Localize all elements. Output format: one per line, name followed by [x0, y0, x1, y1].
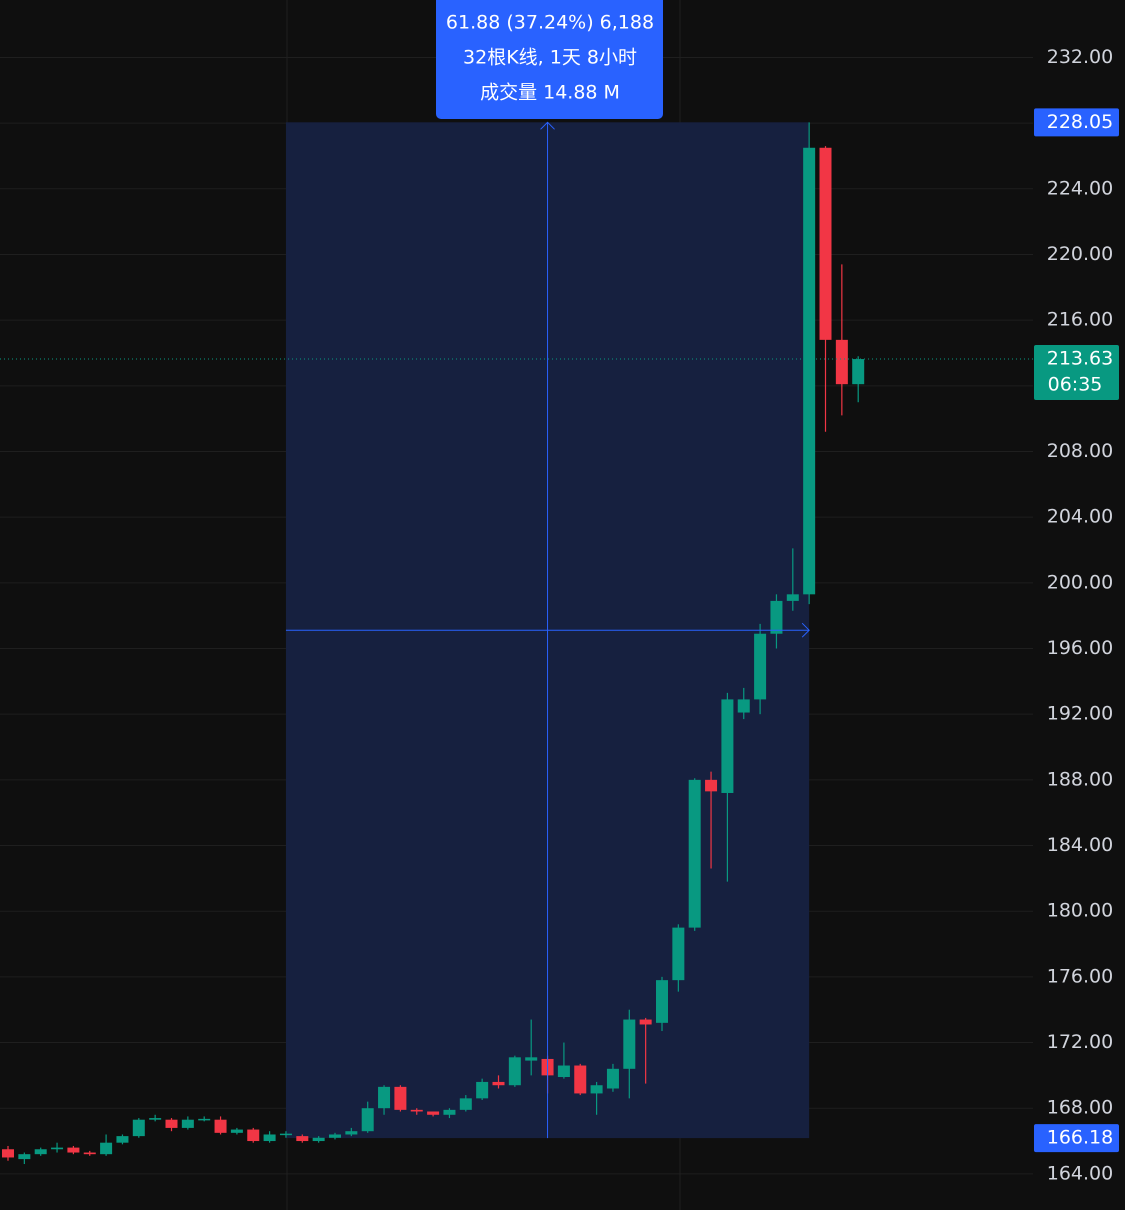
body [623, 1019, 636, 1069]
y-tick-label: 180.00 [1047, 900, 1113, 922]
body [835, 339, 848, 385]
body [378, 1086, 391, 1109]
body [606, 1068, 619, 1089]
y-tick-label: 224.00 [1047, 177, 1113, 199]
body [688, 779, 701, 928]
price-axis [1033, 0, 1125, 1210]
y-tick-label: 168.00 [1047, 1097, 1113, 1119]
y-tick-label: 176.00 [1047, 965, 1113, 987]
body [116, 1136, 129, 1143]
y-tick-label: 192.00 [1047, 703, 1113, 725]
y-tick-label: 164.00 [1047, 1162, 1113, 1184]
body [263, 1134, 276, 1142]
countdown: 06:35 [1048, 374, 1103, 396]
price-tag-label: 228.05 [1047, 111, 1113, 133]
body [492, 1081, 505, 1086]
body [508, 1057, 521, 1086]
y-tick-label: 200.00 [1047, 571, 1113, 593]
body [312, 1137, 325, 1142]
body [181, 1119, 194, 1128]
price-tag [1034, 108, 1119, 137]
price-tag-label: 213.63 [1047, 348, 1113, 370]
measure-text: 61.88 (37.24%) 6,188 [446, 12, 654, 34]
body [672, 927, 685, 981]
body [34, 1149, 47, 1155]
body [427, 1111, 440, 1115]
y-tick-label: 188.00 [1047, 768, 1113, 790]
body [705, 779, 718, 792]
body [230, 1129, 243, 1133]
body [819, 147, 832, 340]
body [590, 1085, 603, 1094]
y-tick-label: 216.00 [1047, 309, 1113, 331]
body [394, 1086, 407, 1110]
price-tag [1034, 345, 1119, 401]
measure-text: 成交量 14.88 M [480, 82, 620, 104]
body [149, 1118, 162, 1120]
body [214, 1119, 227, 1133]
body [345, 1131, 358, 1135]
y-tick-label: 204.00 [1047, 506, 1113, 528]
body [67, 1147, 80, 1153]
body [410, 1109, 423, 1112]
body [18, 1154, 31, 1160]
measure-v-head [540, 121, 555, 130]
body [803, 147, 816, 595]
measure-tooltip [436, 0, 663, 119]
body [525, 1057, 538, 1061]
body [754, 633, 767, 700]
body [443, 1109, 456, 1115]
body [656, 980, 668, 1023]
body [83, 1152, 96, 1155]
body [247, 1129, 260, 1142]
body [198, 1118, 211, 1121]
body [165, 1119, 178, 1128]
body [361, 1108, 374, 1132]
body [100, 1142, 113, 1155]
body [279, 1133, 292, 1136]
y-tick-label: 184.00 [1047, 834, 1113, 856]
body [737, 699, 750, 713]
price-tag [1034, 1124, 1119, 1153]
body [639, 1019, 652, 1025]
body [329, 1134, 341, 1138]
body [852, 359, 865, 385]
body [574, 1065, 587, 1094]
body [51, 1147, 64, 1150]
body [476, 1081, 489, 1099]
y-tick-label: 232.00 [1047, 46, 1113, 68]
body [2, 1149, 14, 1158]
measure-text: 32根K线, 1天 8小时 [463, 47, 637, 69]
price-tag-label: 166.18 [1047, 1127, 1113, 1149]
y-tick-label: 208.00 [1047, 440, 1113, 462]
body [296, 1136, 309, 1142]
body [770, 600, 783, 634]
body [786, 594, 799, 601]
measure-h-head [801, 622, 810, 638]
body [721, 699, 734, 793]
y-tick-label: 196.00 [1047, 637, 1113, 659]
body [132, 1119, 145, 1137]
y-tick-label: 220.00 [1047, 243, 1113, 265]
y-tick-label: 172.00 [1047, 1031, 1113, 1053]
body [459, 1098, 472, 1110]
body [557, 1065, 570, 1078]
